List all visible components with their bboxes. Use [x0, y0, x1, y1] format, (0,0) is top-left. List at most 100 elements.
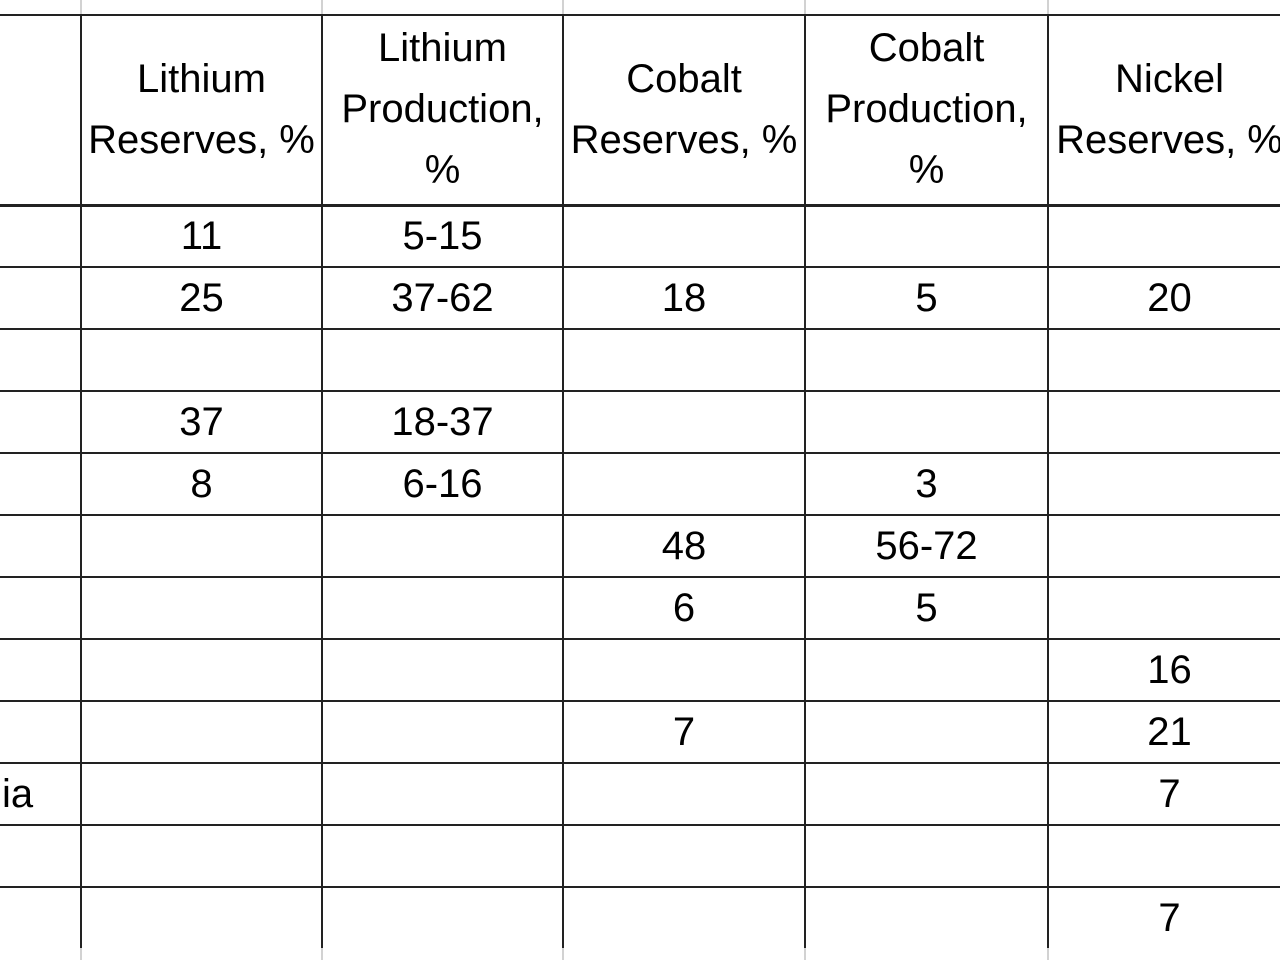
value-cell	[80, 328, 323, 392]
country-cell	[0, 452, 82, 516]
table-row: ia 7	[0, 762, 1280, 826]
country-cell	[0, 204, 82, 268]
value-cell	[321, 576, 564, 640]
header-lithium-reserves: Lithium Reserves, %	[80, 14, 323, 207]
header-cobalt-production: Cobalt Production, %	[804, 14, 1049, 207]
value-cell	[321, 700, 564, 764]
table-row: 7 21	[0, 700, 1280, 764]
country-cell	[0, 576, 82, 640]
value-cell: 6	[562, 576, 806, 640]
table-row	[0, 328, 1280, 392]
value-cell	[562, 390, 806, 454]
table-row: 37 18-37	[0, 390, 1280, 454]
value-cell	[80, 576, 323, 640]
country-cell	[0, 328, 82, 392]
value-cell	[804, 700, 1049, 764]
value-cell	[1047, 204, 1280, 268]
value-cell: 37-62	[321, 266, 564, 330]
value-cell	[321, 514, 564, 578]
value-cell	[562, 762, 806, 826]
header-row: Lithium Reserves, % Lithium Production, …	[0, 14, 1280, 207]
spreadsheet-gridline	[321, 948, 323, 960]
value-cell	[804, 390, 1049, 454]
value-cell	[804, 204, 1049, 268]
value-cell	[804, 824, 1049, 888]
table-row: 25 37-62 18 5 20	[0, 266, 1280, 330]
value-cell	[1047, 514, 1280, 578]
value-cell: 37	[80, 390, 323, 454]
country-cell: ia	[0, 762, 82, 826]
value-cell	[321, 886, 564, 950]
value-cell: 5-15	[321, 204, 564, 268]
value-cell: 48	[562, 514, 806, 578]
header-lithium-production: Lithium Production, %	[321, 14, 564, 207]
value-cell	[321, 328, 564, 392]
value-cell	[80, 824, 323, 888]
value-cell	[80, 514, 323, 578]
minerals-table: Lithium Reserves, % Lithium Production, …	[0, 14, 1280, 950]
table-row	[0, 824, 1280, 888]
value-cell	[80, 762, 323, 826]
value-cell: 18-37	[321, 390, 564, 454]
value-cell: 11	[80, 204, 323, 268]
country-cell	[0, 390, 82, 454]
table-row: 16	[0, 638, 1280, 702]
spreadsheet-gridline	[562, 0, 564, 14]
value-cell: 7	[1047, 886, 1280, 950]
value-cell	[80, 700, 323, 764]
partial-spreadsheet-row-top	[0, 0, 1280, 14]
table-body: 11 5-15 25 37-62 18 5 20 37 18-37 8 6-16 3 48 56-72 6 5…	[0, 204, 1280, 950]
country-cell	[0, 266, 82, 330]
value-cell	[804, 762, 1049, 826]
value-cell: 20	[1047, 266, 1280, 330]
spreadsheet-gridline	[321, 0, 323, 14]
spreadsheet-gridline	[804, 0, 806, 14]
country-cell	[0, 700, 82, 764]
value-cell: 25	[80, 266, 323, 330]
value-cell	[804, 638, 1049, 702]
value-cell: 7	[562, 700, 806, 764]
header-country	[0, 14, 82, 207]
spreadsheet-gridline	[1047, 948, 1049, 960]
value-cell: 7	[1047, 762, 1280, 826]
partial-spreadsheet-row-bottom	[0, 948, 1280, 960]
value-cell	[562, 452, 806, 516]
value-cell	[1047, 576, 1280, 640]
value-cell: 21	[1047, 700, 1280, 764]
country-cell	[0, 824, 82, 888]
value-cell: 5	[804, 266, 1049, 330]
value-cell	[321, 824, 564, 888]
value-cell	[321, 638, 564, 702]
country-cell	[0, 638, 82, 702]
country-cell	[0, 886, 82, 950]
value-cell	[804, 886, 1049, 950]
spreadsheet-gridline	[80, 948, 82, 960]
value-cell: 18	[562, 266, 806, 330]
value-cell: 6-16	[321, 452, 564, 516]
spreadsheet-gridline	[80, 0, 82, 14]
value-cell: 56-72	[804, 514, 1049, 578]
spreadsheet-gridline	[804, 948, 806, 960]
value-cell	[562, 638, 806, 702]
spreadsheet-gridline	[562, 948, 564, 960]
table-row: 11 5-15	[0, 204, 1280, 268]
value-cell	[80, 638, 323, 702]
value-cell: 16	[1047, 638, 1280, 702]
value-cell: 8	[80, 452, 323, 516]
value-cell	[321, 762, 564, 826]
spreadsheet-gridline	[1047, 0, 1049, 14]
table-row: 8 6-16 3	[0, 452, 1280, 516]
header-nickel-reserves: Nickel Reserves, %	[1047, 14, 1280, 207]
value-cell	[1047, 328, 1280, 392]
value-cell	[562, 328, 806, 392]
country-cell	[0, 514, 82, 578]
value-cell	[1047, 452, 1280, 516]
value-cell	[80, 886, 323, 950]
value-cell: 5	[804, 576, 1049, 640]
value-cell	[1047, 390, 1280, 454]
value-cell	[562, 886, 806, 950]
header-cobalt-reserves: Cobalt Reserves, %	[562, 14, 806, 207]
value-cell	[1047, 824, 1280, 888]
